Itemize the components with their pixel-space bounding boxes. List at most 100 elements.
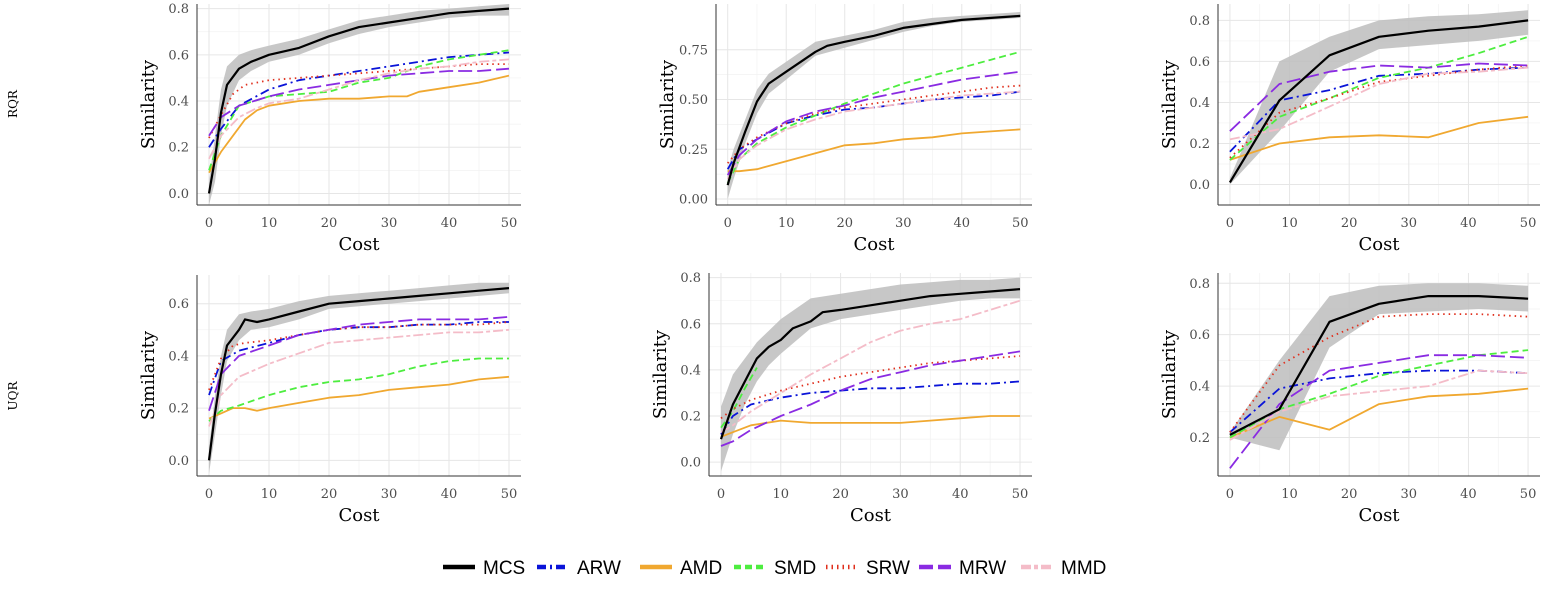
x-tick-label: 50 [501,216,518,231]
series-line-mrw [208,67,510,137]
y-tick-label: 0.4 [680,363,701,378]
y-tick-label: 0.2 [168,141,189,156]
y-tick-label: 0.6 [168,48,189,63]
legend-label-mrw: MRW [959,558,1006,579]
x-tick-label: 50 [501,487,518,502]
x-tick-label: 40 [952,487,969,502]
y-tick-label: 0.75 [679,43,708,58]
y-tick-label: 0.0 [168,454,189,469]
y-tick-label: 0.2 [680,410,701,425]
series-line-mrw [1229,62,1529,132]
y-tick-label: 0.0 [1189,178,1210,193]
series-line-amd [208,74,510,174]
legend-label-arw: ARW [577,558,621,579]
y-axis-title: Similarity [1159,329,1180,419]
x-tick-label: 30 [381,487,398,502]
panel-uqr-0: 0 10 20 30 40 50 0.0 0.2 0.4 0.6 Cost Similarity [138,275,521,526]
x-tick-label: 30 [895,216,912,231]
series-line-amd [1229,115,1529,161]
y-axis-title: Similarity [138,59,159,149]
x-tick-label: 40 [954,216,971,231]
y-tick-label: 0.0 [168,187,189,202]
x-axis-title: Cost [1358,505,1400,526]
series-line-arw [208,321,509,396]
series-line-smd [1229,35,1529,161]
y-tick-label: 0.2 [1189,137,1210,152]
x-tick-label: 0 [724,216,732,231]
x-tick-label: 10 [773,487,790,502]
series-line-arw [720,380,1021,435]
x-tick-label: 30 [381,216,398,231]
x-tick-label: 50 [1012,487,1029,502]
x-tick-label: 10 [1281,487,1298,502]
x-tick-label: 50 [1012,216,1029,231]
legend: MCS ARW AMD SMD SRW MRW MMD [443,558,1106,579]
y-axis-title: Similarity [657,59,678,149]
x-tick-label: 0 [205,487,213,502]
mcs-confidence-band [727,12,1021,199]
panel-rqr-1: 0 10 20 30 40 50 0.00 0.25 0.50 0.75 Cost Similarit… [657,4,1032,255]
series-line-mcs [1229,295,1529,436]
x-tick-label: 30 [892,487,909,502]
mcs-confidence-band [1229,283,1529,451]
x-tick-label: 10 [261,216,278,231]
legend-label-mmd: MMD [1061,558,1106,579]
legend-label-amd: AMD [680,558,722,579]
series-line-mmd [726,90,1021,180]
y-tick-label: 0.8 [680,271,701,286]
series-line-mcs [207,287,510,461]
x-axis-title: Cost [338,505,380,526]
y-tick-label: 0.8 [1189,14,1210,29]
y-axis-title: Similarity [138,330,159,420]
y-tick-label: 0.6 [1189,328,1210,343]
x-tick-label: 10 [778,216,795,231]
series-line-srw [1229,313,1529,433]
series-line-mcs [719,288,1021,440]
series-line-smd [208,49,510,171]
x-tick-label: 40 [441,487,458,502]
x-tick-label: 0 [205,216,213,231]
x-tick-label: 40 [1460,487,1477,502]
row-label-uqr: UQR [6,381,20,411]
y-tick-label: 0.2 [1189,431,1210,446]
series-line-mrw [726,70,1021,176]
x-tick-label: 10 [261,487,278,502]
series-line-smd [208,357,509,422]
x-axis-title: Cost [850,505,892,526]
x-tick-label: 20 [321,487,338,502]
y-tick-label: 0.50 [679,93,708,108]
series-line-amd [720,415,1020,438]
x-tick-label: 20 [321,216,338,231]
y-tick-label: 0.00 [679,193,708,208]
y-tick-label: 0.0 [680,456,701,471]
series-line-mrw [208,315,510,411]
series-line-srw [1229,64,1529,159]
y-tick-label: 0.4 [1189,380,1210,395]
legend-label-mcs: MCS [483,558,525,579]
y-tick-label: 0.4 [168,95,189,110]
x-tick-label: 0 [717,487,725,502]
series-line-mmd [1229,66,1529,141]
y-tick-label: 0.6 [168,297,189,312]
x-tick-label: 10 [1281,216,1298,231]
x-tick-label: 30 [1401,216,1418,231]
panel-uqr-2: 0 10 20 30 40 50 0.2 0.4 0.6 0.8 Cost Similarity [1159,273,1540,526]
panel-rqr-2: 0 10 20 30 40 50 0.0 0.2 0.4 0.6 0.8 Cost Similarity [1159,4,1540,255]
series-line-mmd [208,58,510,160]
x-tick-label: 40 [441,216,458,231]
x-tick-label: 50 [1520,216,1537,231]
y-tick-label: 0.8 [168,2,189,17]
x-axis-title: Cost [853,234,895,255]
series-line-mrw [720,350,1021,447]
row-label-rqr: RQR [6,89,20,118]
series-line-smd [726,50,1021,184]
panel-rqr-0: 0 10 20 30 40 50 0.0 0.2 0.4 0.6 0.8 Cost Similarity [138,2,521,255]
series-line-mcs [726,14,1021,186]
y-axis-title: Similarity [1159,59,1180,149]
legend-label-smd: SMD [774,558,816,579]
series-line-mcs [207,7,510,194]
legend-label-srw: SRW [866,558,910,579]
series-line-mmd [208,328,510,427]
series-line-smd [720,367,758,429]
